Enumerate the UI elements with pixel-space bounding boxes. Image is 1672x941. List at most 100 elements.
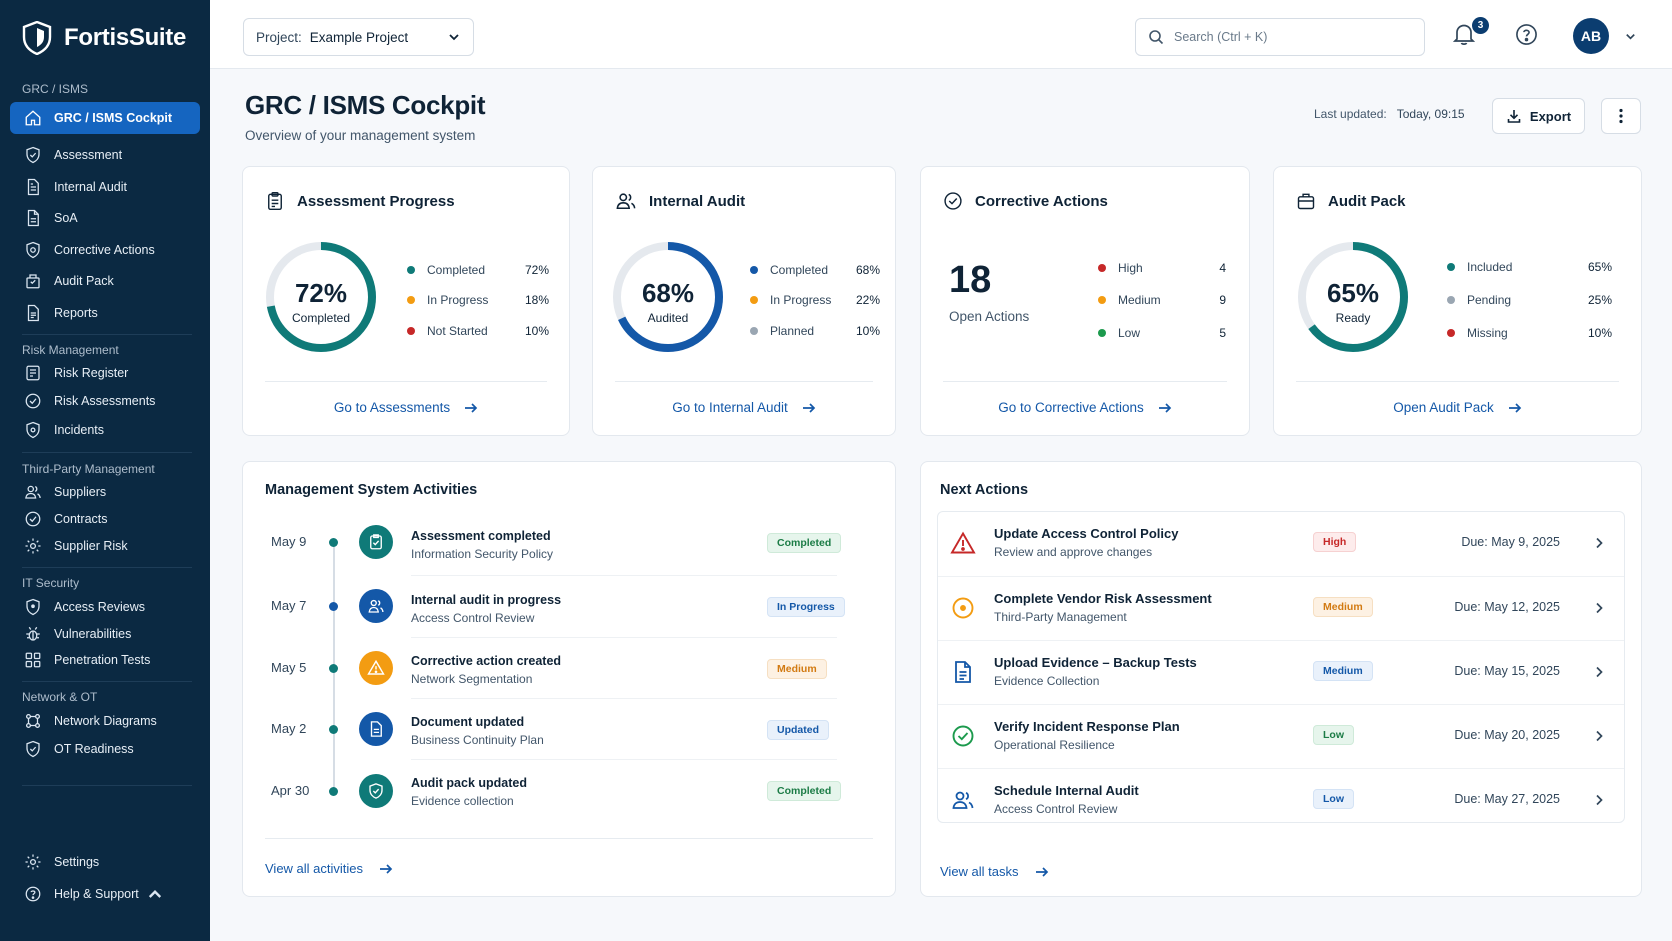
next-actions-list: Update Access Control Policy Review and … — [937, 511, 1625, 823]
priority-badge: Medium — [1313, 661, 1373, 681]
app-logo[interactable]: FortisSuite — [22, 18, 186, 58]
search-box[interactable] — [1135, 18, 1425, 56]
sidebar-item-supplier-risk[interactable]: Supplier Risk — [10, 530, 200, 562]
sidebar-item-risk-assessments[interactable]: Risk Assessments — [10, 385, 200, 417]
grid-icon — [25, 652, 41, 668]
next-action-row[interactable]: Upload Evidence – Backup Tests Evidence … — [938, 640, 1624, 702]
next-action-subtitle: Evidence Collection — [994, 674, 1100, 688]
legend-row-high: High 4 — [1098, 261, 1226, 275]
activity-subtitle: Evidence collection — [411, 794, 514, 808]
card-divider — [265, 381, 547, 382]
more-options-button[interactable] — [1601, 98, 1641, 134]
activity-date: May 9 — [271, 534, 307, 549]
next-action-row[interactable]: Complete Vendor Risk Assessment Third-Pa… — [938, 576, 1624, 638]
sidebar-item-internal-audit[interactable]: Internal Audit — [10, 171, 200, 203]
sidebar-item-vulnerabilities[interactable]: Vulnerabilities — [10, 618, 200, 650]
legend-row-completed: Completed 72% — [407, 263, 549, 277]
view-all-tasks-link[interactable]: View all tasks — [940, 864, 1049, 879]
audit-pack-ring — [1298, 242, 1408, 352]
sidebar-item-label: SoA — [54, 211, 78, 225]
audit-ring-arc — [613, 242, 723, 352]
sidebar-section-risk: Risk Management — [22, 343, 119, 357]
ring-center-text: 72% Completed — [265, 278, 377, 325]
go-to-assessments-link[interactable]: Go to Assessments — [243, 400, 569, 415]
search-input[interactable] — [1174, 30, 1394, 44]
due-date: Due: May 9, 2025 — [1461, 535, 1560, 549]
page-subtitle: Overview of your management system — [245, 128, 476, 143]
sidebar-item-label: Penetration Tests — [54, 653, 151, 667]
card-header: Assessment Progress — [265, 191, 455, 211]
view-all-activities-link[interactable]: View all activities — [265, 861, 393, 876]
sidebar-item-assessment[interactable]: Assessment — [10, 139, 200, 171]
sidebar-item-help-support[interactable]: Help & Support — [10, 878, 200, 910]
due-date: Due: May 20, 2025 — [1454, 728, 1560, 742]
assessment-progress-ring — [266, 242, 376, 352]
priority-badge: Low — [1313, 725, 1354, 745]
legend-dot — [750, 296, 758, 304]
card-header: Internal Audit — [615, 191, 745, 211]
sidebar-item-contracts[interactable]: Contracts — [10, 503, 200, 535]
sidebar-divider — [22, 567, 192, 568]
sidebar-item-suppliers[interactable]: Suppliers — [10, 476, 200, 508]
next-action-row[interactable]: Schedule Internal Audit Access Control R… — [938, 768, 1624, 830]
go-to-corrective-actions-link[interactable]: Go to Corrective Actions — [921, 400, 1249, 415]
bell-icon[interactable] — [1453, 22, 1475, 46]
legend-label: In Progress — [427, 293, 489, 307]
card-divider — [615, 381, 873, 382]
sidebar-item-access-reviews[interactable]: Access Reviews — [10, 591, 200, 623]
legend-label: Planned — [770, 324, 815, 338]
sidebar-item-corrective-actions[interactable]: Corrective Actions — [10, 234, 200, 266]
sidebar-item-ot-readiness[interactable]: OT Readiness — [10, 733, 200, 765]
sidebar-item-penetration-tests[interactable]: Penetration Tests — [10, 644, 200, 676]
next-action-subtitle: Access Control Review — [994, 802, 1118, 816]
legend-row-included: Included 65% — [1447, 260, 1612, 274]
chevron-down-icon[interactable] — [1624, 30, 1637, 43]
sidebar-item-settings[interactable]: Settings — [10, 846, 200, 878]
legend-dot — [407, 327, 415, 335]
sidebar-item-grc-cockpit[interactable]: GRC / ISMS Cockpit — [10, 102, 200, 134]
user-avatar[interactable]: AB — [1573, 18, 1609, 54]
next-action-subtitle: Third-Party Management — [994, 610, 1127, 624]
card-divider — [943, 381, 1227, 382]
bug-icon — [26, 626, 40, 641]
legend-dot — [1098, 264, 1106, 272]
next-action-subtitle: Review and approve changes — [994, 545, 1153, 559]
sidebar-item-label: Access Reviews — [54, 600, 145, 614]
shield-alert-icon — [26, 421, 40, 439]
arrow-right-icon — [1508, 402, 1521, 413]
help-icon[interactable] — [1515, 23, 1538, 46]
sidebar-item-reports[interactable]: Reports — [10, 297, 200, 329]
next-action-subtitle: Operational Resilience — [994, 738, 1115, 752]
activity-subtitle: Information Security Policy — [411, 547, 554, 561]
shield-icon — [26, 598, 40, 616]
shield-icon — [359, 774, 393, 808]
legend-row-completed: Completed 68% — [750, 263, 880, 277]
legend-label: In Progress — [770, 293, 832, 307]
audit-pack-ring-arc — [1298, 242, 1408, 352]
shield-check-icon — [26, 146, 40, 164]
legend-value: 18% — [524, 293, 549, 307]
activity-title: Assessment completed — [411, 529, 551, 543]
sidebar-item-soa[interactable]: SoA — [10, 202, 200, 234]
internal-audit-card: Internal Audit 68% Audited Completed 68% … — [592, 166, 896, 436]
register-icon — [26, 365, 40, 381]
sidebar-item-label: Audit Pack — [54, 274, 114, 288]
next-action-row[interactable]: Update Access Control Policy Review and … — [938, 512, 1624, 574]
sidebar-item-network-diagrams[interactable]: Network Diagrams — [10, 705, 200, 737]
sidebar-item-audit-pack[interactable]: Audit Pack — [10, 265, 200, 297]
sidebar-divider — [22, 452, 192, 453]
go-to-internal-audit-link[interactable]: Go to Internal Audit — [593, 400, 895, 415]
legend-value: 72% — [524, 263, 549, 277]
export-button[interactable]: Export — [1492, 98, 1585, 134]
sidebar-item-incidents[interactable]: Incidents — [10, 414, 200, 446]
open-audit-pack-link[interactable]: Open Audit Pack — [1274, 400, 1641, 415]
sidebar-item-risk-register[interactable]: Risk Register — [10, 357, 200, 389]
page-title: GRC / ISMS Cockpit — [245, 90, 486, 120]
gear-icon — [25, 854, 41, 870]
legend-label: Pending — [1467, 293, 1512, 307]
corrective-actions-card: Corrective Actions 18 Open Actions High 4… — [920, 166, 1250, 436]
next-action-row[interactable]: Verify Incident Response Plan Operationa… — [938, 704, 1624, 766]
sidebar-section-network-ot: Network & OT — [22, 690, 98, 704]
project-select[interactable]: Project: Example Project — [243, 18, 474, 56]
chevron-down-icon — [447, 30, 461, 44]
